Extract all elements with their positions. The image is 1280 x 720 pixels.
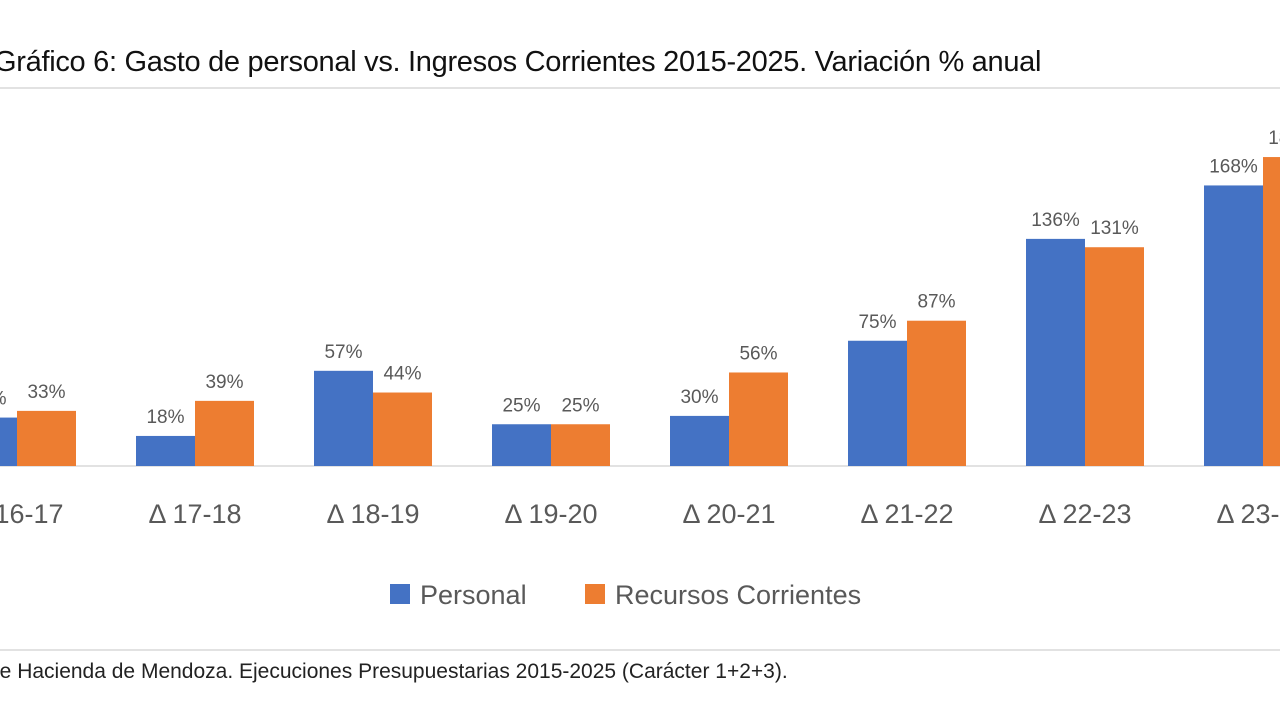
data-label: 136% [1031,210,1080,231]
x-tick-label: Δ 18-19 [326,499,419,529]
legend-label: Personal [420,580,527,610]
bar-personal [848,340,907,466]
x-tick-label: Δ 21-22 [860,499,953,529]
data-label: 29% [0,389,7,410]
x-tick-label: Δ 20-21 [682,499,775,529]
bar-recursos [1263,157,1280,467]
bar-recursos [729,372,788,466]
data-label: 39% [205,372,243,393]
data-label: 168% [1209,156,1258,177]
bar-recursos [373,392,432,466]
bar-personal [492,424,551,466]
data-label: 75% [858,312,896,333]
data-label: 56% [739,343,777,364]
data-label: 44% [383,364,421,385]
data-label: 25% [561,395,599,416]
bar-personal [136,435,195,466]
bar-recursos [907,320,966,466]
x-tick-label: Δ 23-24 [1216,499,1280,529]
x-tick-label: Δ 17-18 [148,499,241,529]
source-note: de Hacienda de Mendoza. Ejecuciones Pres… [0,660,788,683]
x-tick-label: Δ 16-17 [0,499,64,529]
x-tick-label: Δ 19-20 [504,499,597,529]
bar-recursos [17,410,76,466]
legend-swatch [585,584,605,604]
bar-personal [1204,185,1263,466]
data-label: 30% [680,387,718,408]
bar-recursos [195,400,254,466]
data-label: 25% [502,395,540,416]
chart-title: Gráfico 6: Gasto de personal vs. Ingreso… [0,46,1042,78]
x-tick-label: Δ 22-23 [1038,499,1131,529]
bar-personal [670,415,729,466]
bar-recursos [1085,247,1144,466]
data-label: 18% [146,407,184,428]
bar-recursos [551,424,610,466]
bar-personal [1026,238,1085,466]
data-label: 131% [1090,218,1139,239]
legend-swatch [390,584,410,604]
bar-personal [314,370,373,466]
data-label: 87% [917,292,955,313]
legend-label: Recursos Corrientes [615,580,861,610]
data-label: 185% [1268,128,1280,149]
data-label: 57% [324,342,362,363]
data-label: 33% [27,382,65,403]
bar-personal [0,417,17,466]
